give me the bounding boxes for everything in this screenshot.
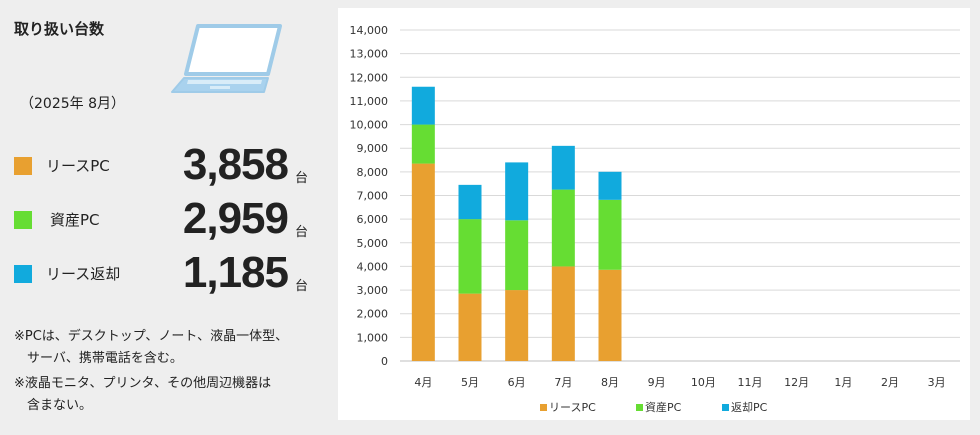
y-tick-label: 0 <box>381 355 388 368</box>
summary-panel: 取り扱い台数 （2025年 8月） リースPC 3,858 台 資産PC 2,9… <box>0 0 330 435</box>
bar-segment <box>598 171 622 200</box>
y-tick-label: 10,000 <box>350 119 389 132</box>
stat-lease-pc: リースPC 3,858 台 <box>14 140 314 190</box>
x-tick-label: 11月 <box>738 376 763 389</box>
bar-segment <box>505 162 529 221</box>
bar-segment <box>458 219 482 294</box>
legend-label: リースPC <box>549 401 596 414</box>
note-line: ※液晶モニタ、プリンタ、その他周辺機器は <box>14 376 272 391</box>
stat-lease-return: リース返却 1,185 台 <box>14 248 314 298</box>
y-tick-label: 4,000 <box>357 260 389 273</box>
y-tick-label: 8,000 <box>357 166 389 179</box>
y-tick-label: 5,000 <box>357 237 389 250</box>
x-tick-label: 9月 <box>648 376 666 389</box>
x-tick-label: 3月 <box>928 376 946 389</box>
legend-swatch <box>636 404 643 411</box>
stat-label: 資産PC <box>50 211 100 229</box>
summary-title: 取り扱い台数 <box>14 20 105 38</box>
lease-return-swatch <box>14 265 32 283</box>
laptop-icon <box>171 24 282 93</box>
bar-segment <box>505 290 529 361</box>
x-tick-label: 10月 <box>691 376 716 389</box>
y-tick-label: 3,000 <box>357 284 389 297</box>
y-tick-label: 9,000 <box>357 142 389 155</box>
y-tick-label: 1,000 <box>357 331 389 344</box>
stat-unit: 台 <box>294 171 308 186</box>
bar-segment <box>505 220 529 291</box>
legend-label: 返却PC <box>731 401 768 414</box>
bar-segment <box>411 86 435 125</box>
bar-segment <box>458 293 482 361</box>
y-tick-label: 11,000 <box>350 95 389 108</box>
chart-panel: 0 1,000 2,000 3,000 4,000 5,000 6,000 7,000 8,00… <box>338 8 970 420</box>
stat-unit: 台 <box>294 279 308 294</box>
x-tick-label: 1月 <box>834 376 852 389</box>
x-tick-label: 2月 <box>881 376 899 389</box>
note-line: サーバ、携帯電話を含む。 <box>14 351 183 366</box>
lease-pc-swatch <box>14 157 32 175</box>
stat-value: 1,185 <box>182 248 289 297</box>
stat-asset-pc: 資産PC 2,959 台 <box>14 194 314 244</box>
bar-segment <box>598 269 622 361</box>
bar-segment <box>411 124 435 164</box>
y-tick-label: 7,000 <box>357 190 389 203</box>
stacked-bar-chart: 0 1,000 2,000 3,000 4,000 5,000 6,000 7,000 8,00… <box>350 24 960 414</box>
bar-segment <box>411 163 435 361</box>
stat-unit: 台 <box>294 225 308 240</box>
legend-swatch <box>540 404 547 411</box>
y-tick-label: 6,000 <box>357 213 389 226</box>
asset-pc-swatch <box>14 211 32 229</box>
x-tick-label: 12月 <box>784 376 809 389</box>
stat-value: 2,959 <box>182 194 289 243</box>
note-line: 含まない。 <box>14 398 93 413</box>
bar-segment <box>551 145 575 190</box>
period-label: （2025年 8月） <box>20 96 125 112</box>
y-tick-label: 12,000 <box>350 71 389 84</box>
y-tick-label: 13,000 <box>350 48 389 61</box>
note-line: ※PCは、デスクトップ、ノート、液晶一体型、 <box>14 329 289 344</box>
x-tick-label: 5月 <box>461 376 479 389</box>
bar-segment <box>551 266 575 361</box>
stat-label: リースPC <box>46 157 110 175</box>
bar-segment <box>458 184 482 220</box>
y-tick-label: 14,000 <box>350 24 389 37</box>
bar-segment <box>598 199 622 270</box>
legend-label: 資産PC <box>645 401 682 414</box>
x-tick-label: 8月 <box>601 376 619 389</box>
stat-label: リース返却 <box>46 265 121 283</box>
stat-value: 3,858 <box>182 140 289 189</box>
x-tick-label: 4月 <box>414 376 432 389</box>
x-tick-label: 7月 <box>554 376 572 389</box>
y-tick-label: 2,000 <box>357 308 389 321</box>
bar-segment <box>551 189 575 267</box>
legend-swatch <box>722 404 729 411</box>
x-tick-label: 6月 <box>508 376 526 389</box>
